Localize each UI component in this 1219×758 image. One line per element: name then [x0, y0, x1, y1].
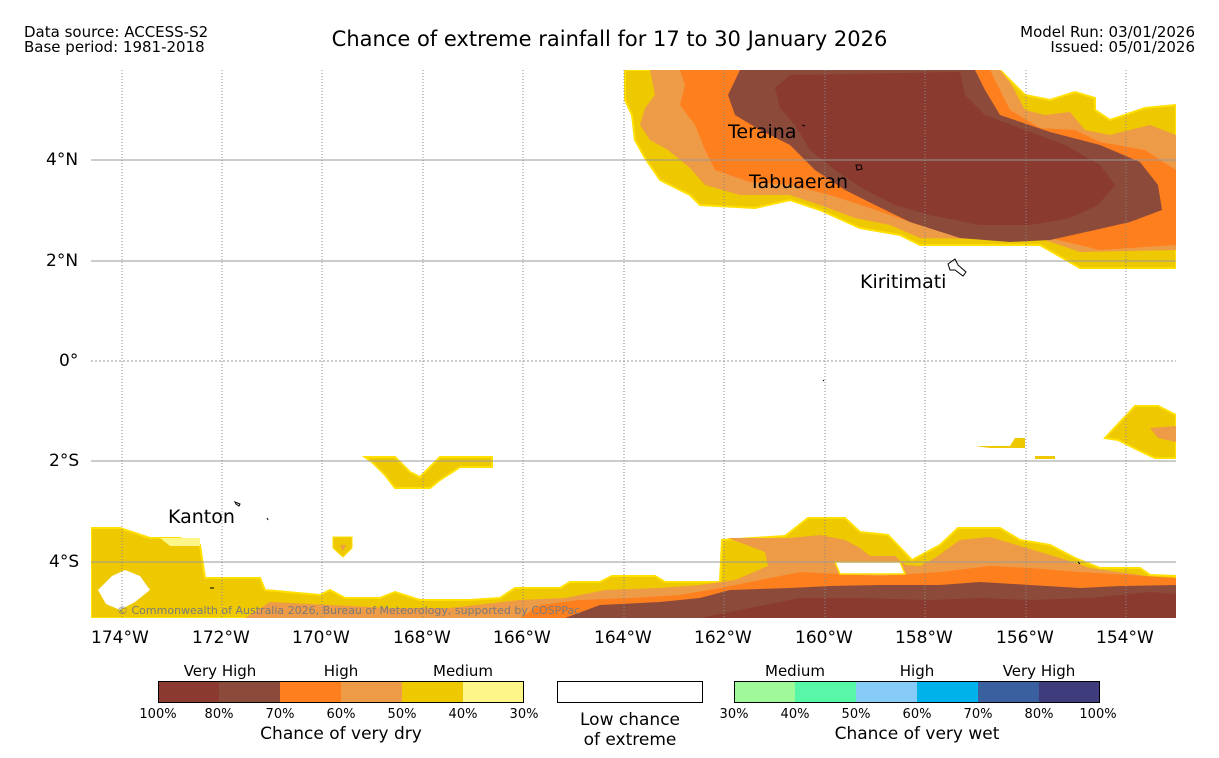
legend-wet-tick: 30% [719, 707, 749, 722]
clear-pocket-sw [98, 570, 150, 610]
place-label-tabuaeran: Tabuaeran [749, 171, 849, 193]
legend-dry-tick: 60% [326, 707, 356, 722]
dry-region-east-medium [1102, 405, 1176, 459]
graticule [91, 159, 1176, 563]
legend-dry-tick: 30% [509, 707, 539, 722]
legend-dry-tick: 80% [204, 707, 234, 722]
legend-wet-swatch-1 [734, 681, 795, 703]
lon-label-164w: 164°W [594, 628, 652, 648]
island-teraina [801, 124, 806, 127]
lon-label-170w: 170°W [292, 628, 350, 648]
lat-label-2n: 2°N [46, 251, 79, 271]
lon-label-168w: 168°W [393, 628, 451, 648]
legend-wet-title: Chance of very wet [834, 724, 1000, 744]
legend-wet-tick: 50% [841, 707, 871, 722]
legend-dry-swatch-3 [280, 681, 341, 703]
lat-label-4s: 4°S [49, 552, 80, 572]
base-period-label: Base period: 1981-2018 [24, 38, 205, 56]
legend-wet-tick: 40% [780, 707, 810, 722]
legend-wet-swatch-4 [917, 681, 978, 703]
island-small-3 [1077, 561, 1081, 565]
place-label-teraina: Teraina [728, 121, 797, 143]
legend-wet-group-medium: Medium [765, 662, 825, 680]
legend-dry-frame [158, 681, 524, 703]
lon-label-154w: 154°W [1096, 628, 1154, 648]
island-small-1 [266, 517, 269, 521]
dry-region-small-patch-core [340, 545, 346, 551]
model-run-label: Model Run: 03/01/2026 [1020, 23, 1195, 41]
legend-dry-group-high: High [323, 662, 359, 680]
legend-dry-swatch-2 [219, 681, 280, 703]
legend-wet-group-high: High [899, 662, 935, 680]
lon-label-166w: 166°W [493, 628, 551, 648]
clear-pocket-west [160, 538, 200, 546]
legend-dry-swatch-1 [158, 681, 219, 703]
legend-low-chance-line2: of extreme [583, 730, 677, 750]
legend-wet-swatch-2 [795, 681, 856, 703]
legend-wet-frame [734, 681, 1100, 703]
legend-dry-tick: 70% [265, 707, 295, 722]
legend-dry-swatch-4 [341, 681, 402, 703]
legend-low-chance-line1: Low chance [580, 710, 680, 730]
lon-label-172w: 172°W [192, 628, 250, 648]
legend-wet-swatch-6 [1039, 681, 1100, 703]
place-label-kiritimati: Kiritimati [860, 271, 947, 293]
place-label-kanton: Kanton [168, 506, 235, 528]
legend-dry-swatch-5 [402, 681, 463, 703]
dry-region-east-dot [1035, 456, 1055, 459]
lat-label-0: 0° [59, 351, 79, 371]
lon-label-160w: 160°W [795, 628, 853, 648]
legend-dry-swatch-6 [463, 681, 524, 703]
copyright-notice: © Commonwealth of Australia 2026, Bureau… [117, 604, 581, 617]
dry-region-south-very-high-80 [700, 592, 1176, 618]
lat-label-2s: 2°S [49, 451, 80, 471]
legend-dry-group-medium: Medium [433, 662, 493, 680]
legend-dry-tick: 50% [387, 707, 417, 722]
issued-label: Issued: 05/01/2026 [1050, 38, 1195, 56]
legend-wet-group-very-high: Very High [1002, 662, 1076, 680]
lat-label-4n: 4°N [46, 150, 79, 170]
legend-dry-title: Chance of very dry [260, 724, 422, 744]
island-kanton [233, 501, 241, 507]
legend-low-chance-swatch [557, 681, 703, 703]
legend-wet-swatch-5 [978, 681, 1039, 703]
data-source-label: Data source: ACCESS-S2 [24, 23, 209, 41]
island-outlines [210, 124, 1081, 589]
lon-label-158w: 158°W [895, 628, 953, 648]
lon-label-156w: 156°W [996, 628, 1054, 648]
dry-region-central-medium [361, 456, 493, 489]
clear-pocket-south [833, 561, 907, 575]
legend-wet-swatch-3 [856, 681, 917, 703]
legend-wet-tick: 100% [1079, 707, 1117, 722]
legend-dry-tick: 40% [448, 707, 478, 722]
legend-wet-tick: 80% [1024, 707, 1054, 722]
island-tabuaeran [855, 164, 863, 171]
lon-label-162w: 162°W [694, 628, 752, 648]
dry-region-east-sliver [975, 438, 1025, 448]
lon-label-174w: 174°W [91, 628, 149, 648]
dry-region-east-high [1150, 426, 1176, 442]
island-kiritimati [947, 258, 967, 277]
legend-dry-tick: 100% [139, 707, 177, 722]
legend-wet-tick: 60% [902, 707, 932, 722]
island-small-2 [822, 379, 825, 382]
legend-dry-group-very-high: Very High [183, 662, 257, 680]
meridians [121, 70, 1127, 618]
map-title: Chance of extreme rainfall for 17 to 30 … [331, 27, 888, 51]
legend-wet-tick: 70% [963, 707, 993, 722]
dry-region-north-very-high-80 [775, 72, 1115, 225]
